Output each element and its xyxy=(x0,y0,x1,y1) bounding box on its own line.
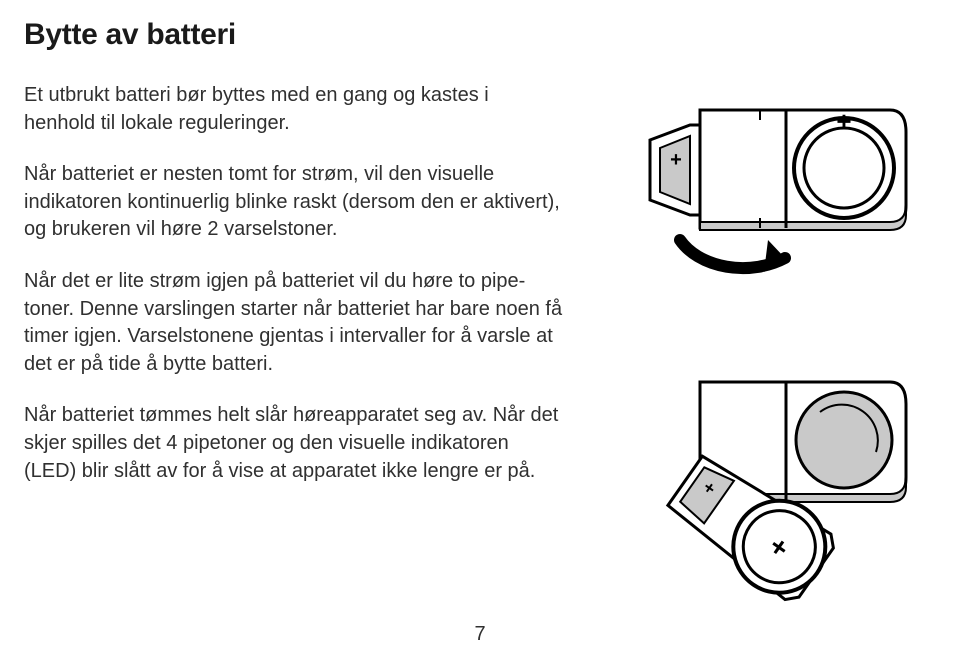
plus-icon: + xyxy=(836,106,851,136)
battery-figure-closed: + + xyxy=(590,70,910,300)
text-column: Et utbrukt batteri bør byttes med en gan… xyxy=(24,82,564,509)
figure-column: + + xyxy=(596,82,920,509)
page: Bytte av batteri Et utbrukt batteri bør … xyxy=(0,0,960,658)
page-title: Bytte av batteri xyxy=(24,18,920,52)
paragraph-4: Når batteriet tømmes helt slår høreappar… xyxy=(24,402,564,485)
battery-figure-open: + + xyxy=(590,362,910,612)
paragraph-3: Når det er lite strøm igjen på batteriet… xyxy=(24,268,564,378)
paragraph-1: Et utbrukt batteri bør byttes med en gan… xyxy=(24,82,564,137)
svg-text:+: + xyxy=(670,149,682,171)
page-number: 7 xyxy=(0,623,960,646)
paragraph-2: Når batteriet er nesten tomt for strøm, … xyxy=(24,161,564,244)
content-columns: Et utbrukt batteri bør byttes med en gan… xyxy=(24,82,920,509)
